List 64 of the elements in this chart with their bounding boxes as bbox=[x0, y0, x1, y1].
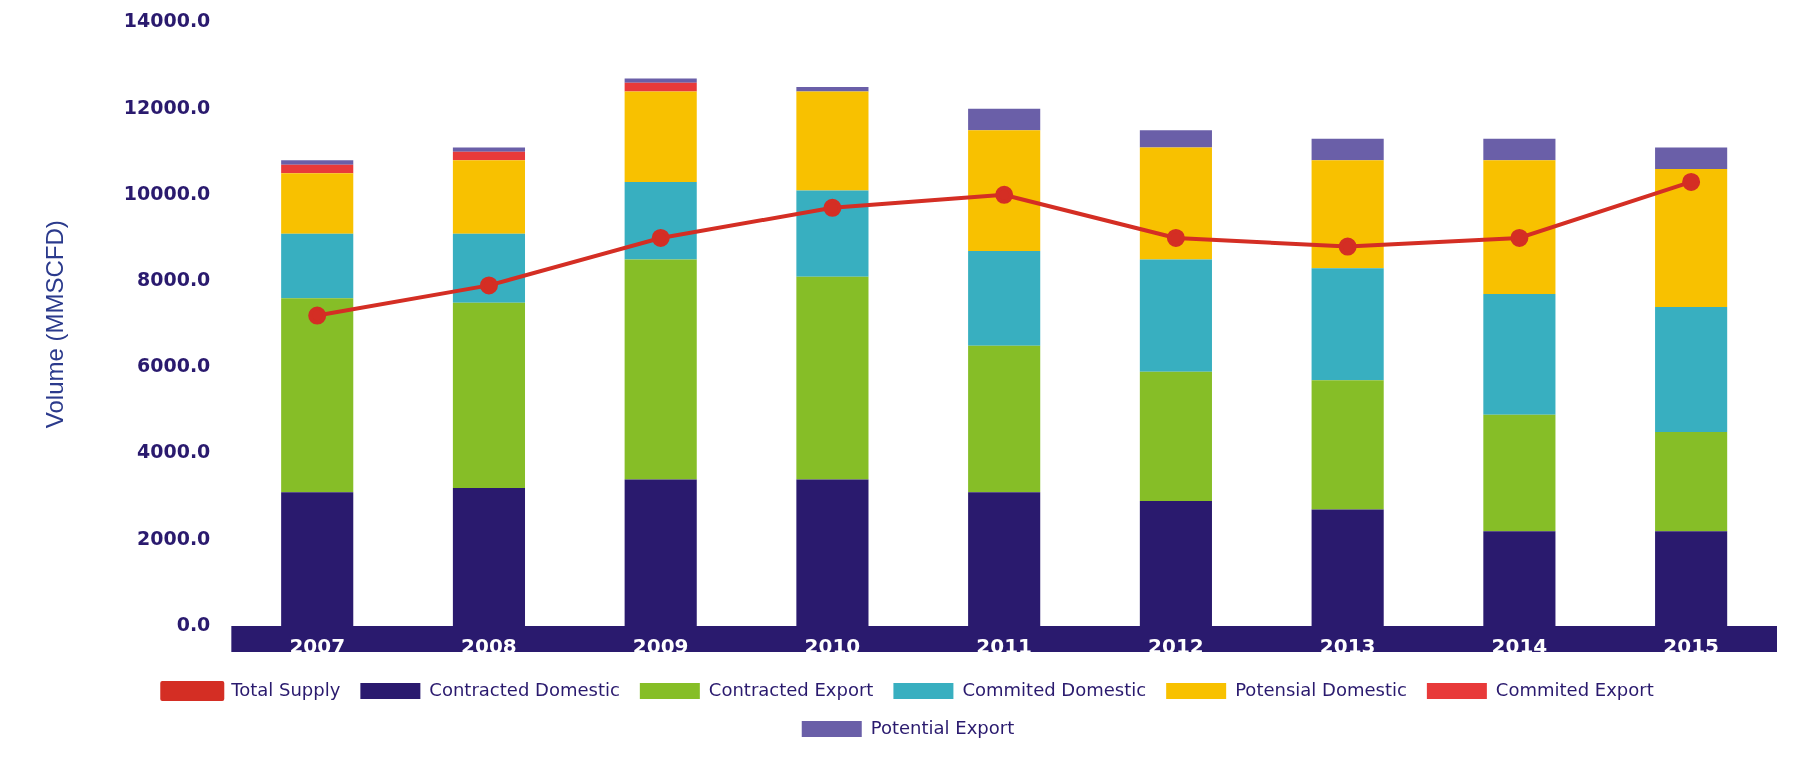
bar bbox=[1311, 268, 1384, 381]
bar bbox=[968, 130, 1041, 251]
bar bbox=[796, 190, 869, 277]
bar bbox=[796, 276, 869, 480]
bar bbox=[281, 164, 354, 174]
bar bbox=[624, 82, 697, 92]
bar bbox=[1139, 371, 1212, 501]
point bbox=[479, 276, 498, 295]
bar bbox=[968, 345, 1041, 493]
y-tick-label: 0.0 bbox=[176, 612, 211, 635]
bar bbox=[624, 91, 697, 182]
point bbox=[1510, 228, 1529, 247]
bar bbox=[624, 78, 697, 83]
y-tick-label: 6000.0 bbox=[137, 354, 211, 377]
bar bbox=[624, 181, 697, 260]
bar bbox=[452, 151, 526, 161]
legend-label: Commited Domestic bbox=[962, 678, 1147, 700]
bar bbox=[1483, 294, 1556, 415]
legend-label: Total Supply bbox=[230, 678, 341, 700]
bar bbox=[1483, 160, 1556, 295]
legend-label: Commited Export bbox=[1495, 678, 1654, 700]
point bbox=[308, 306, 327, 325]
point bbox=[651, 228, 670, 247]
y-tick-label: 10000.0 bbox=[123, 181, 211, 204]
y-tick-label: 2000.0 bbox=[137, 526, 211, 549]
bar bbox=[1655, 147, 1728, 169]
point bbox=[995, 185, 1014, 204]
bar bbox=[1311, 380, 1384, 510]
legend-label: Potential Export bbox=[870, 716, 1015, 738]
bar bbox=[1311, 160, 1384, 269]
bar bbox=[968, 108, 1041, 131]
point bbox=[1166, 228, 1185, 247]
y-tick-label: 12000.0 bbox=[123, 95, 211, 118]
legend-label: Potensial Domestic bbox=[1235, 678, 1407, 700]
bar bbox=[796, 91, 869, 191]
point bbox=[1338, 237, 1357, 256]
bar bbox=[1311, 138, 1384, 161]
bar bbox=[1483, 414, 1556, 532]
bar bbox=[1139, 259, 1212, 372]
bar bbox=[452, 160, 526, 234]
bar bbox=[1655, 168, 1728, 307]
bar bbox=[452, 147, 526, 152]
bar bbox=[624, 259, 697, 480]
y-tick-label: 14000.0 bbox=[123, 9, 211, 32]
bar bbox=[1139, 130, 1212, 148]
bar bbox=[796, 87, 869, 92]
bar bbox=[1655, 306, 1728, 432]
y-axis-title: Volume (MMSCFD) bbox=[41, 220, 69, 429]
bar bbox=[1655, 431, 1728, 532]
bar bbox=[281, 233, 354, 299]
bar bbox=[452, 233, 526, 303]
y-tick-label: 4000.0 bbox=[137, 440, 211, 463]
bar bbox=[1483, 138, 1556, 161]
bar bbox=[281, 160, 354, 165]
bar bbox=[281, 298, 354, 493]
point bbox=[823, 198, 842, 217]
point bbox=[1682, 172, 1701, 191]
bar bbox=[1139, 147, 1212, 260]
y-tick-label: 8000.0 bbox=[137, 268, 211, 291]
bar bbox=[452, 302, 526, 489]
legend-label: Contracted Domestic bbox=[429, 678, 620, 700]
legend-label: Contracted Export bbox=[708, 678, 874, 700]
bar bbox=[968, 250, 1041, 346]
bar bbox=[281, 173, 354, 234]
